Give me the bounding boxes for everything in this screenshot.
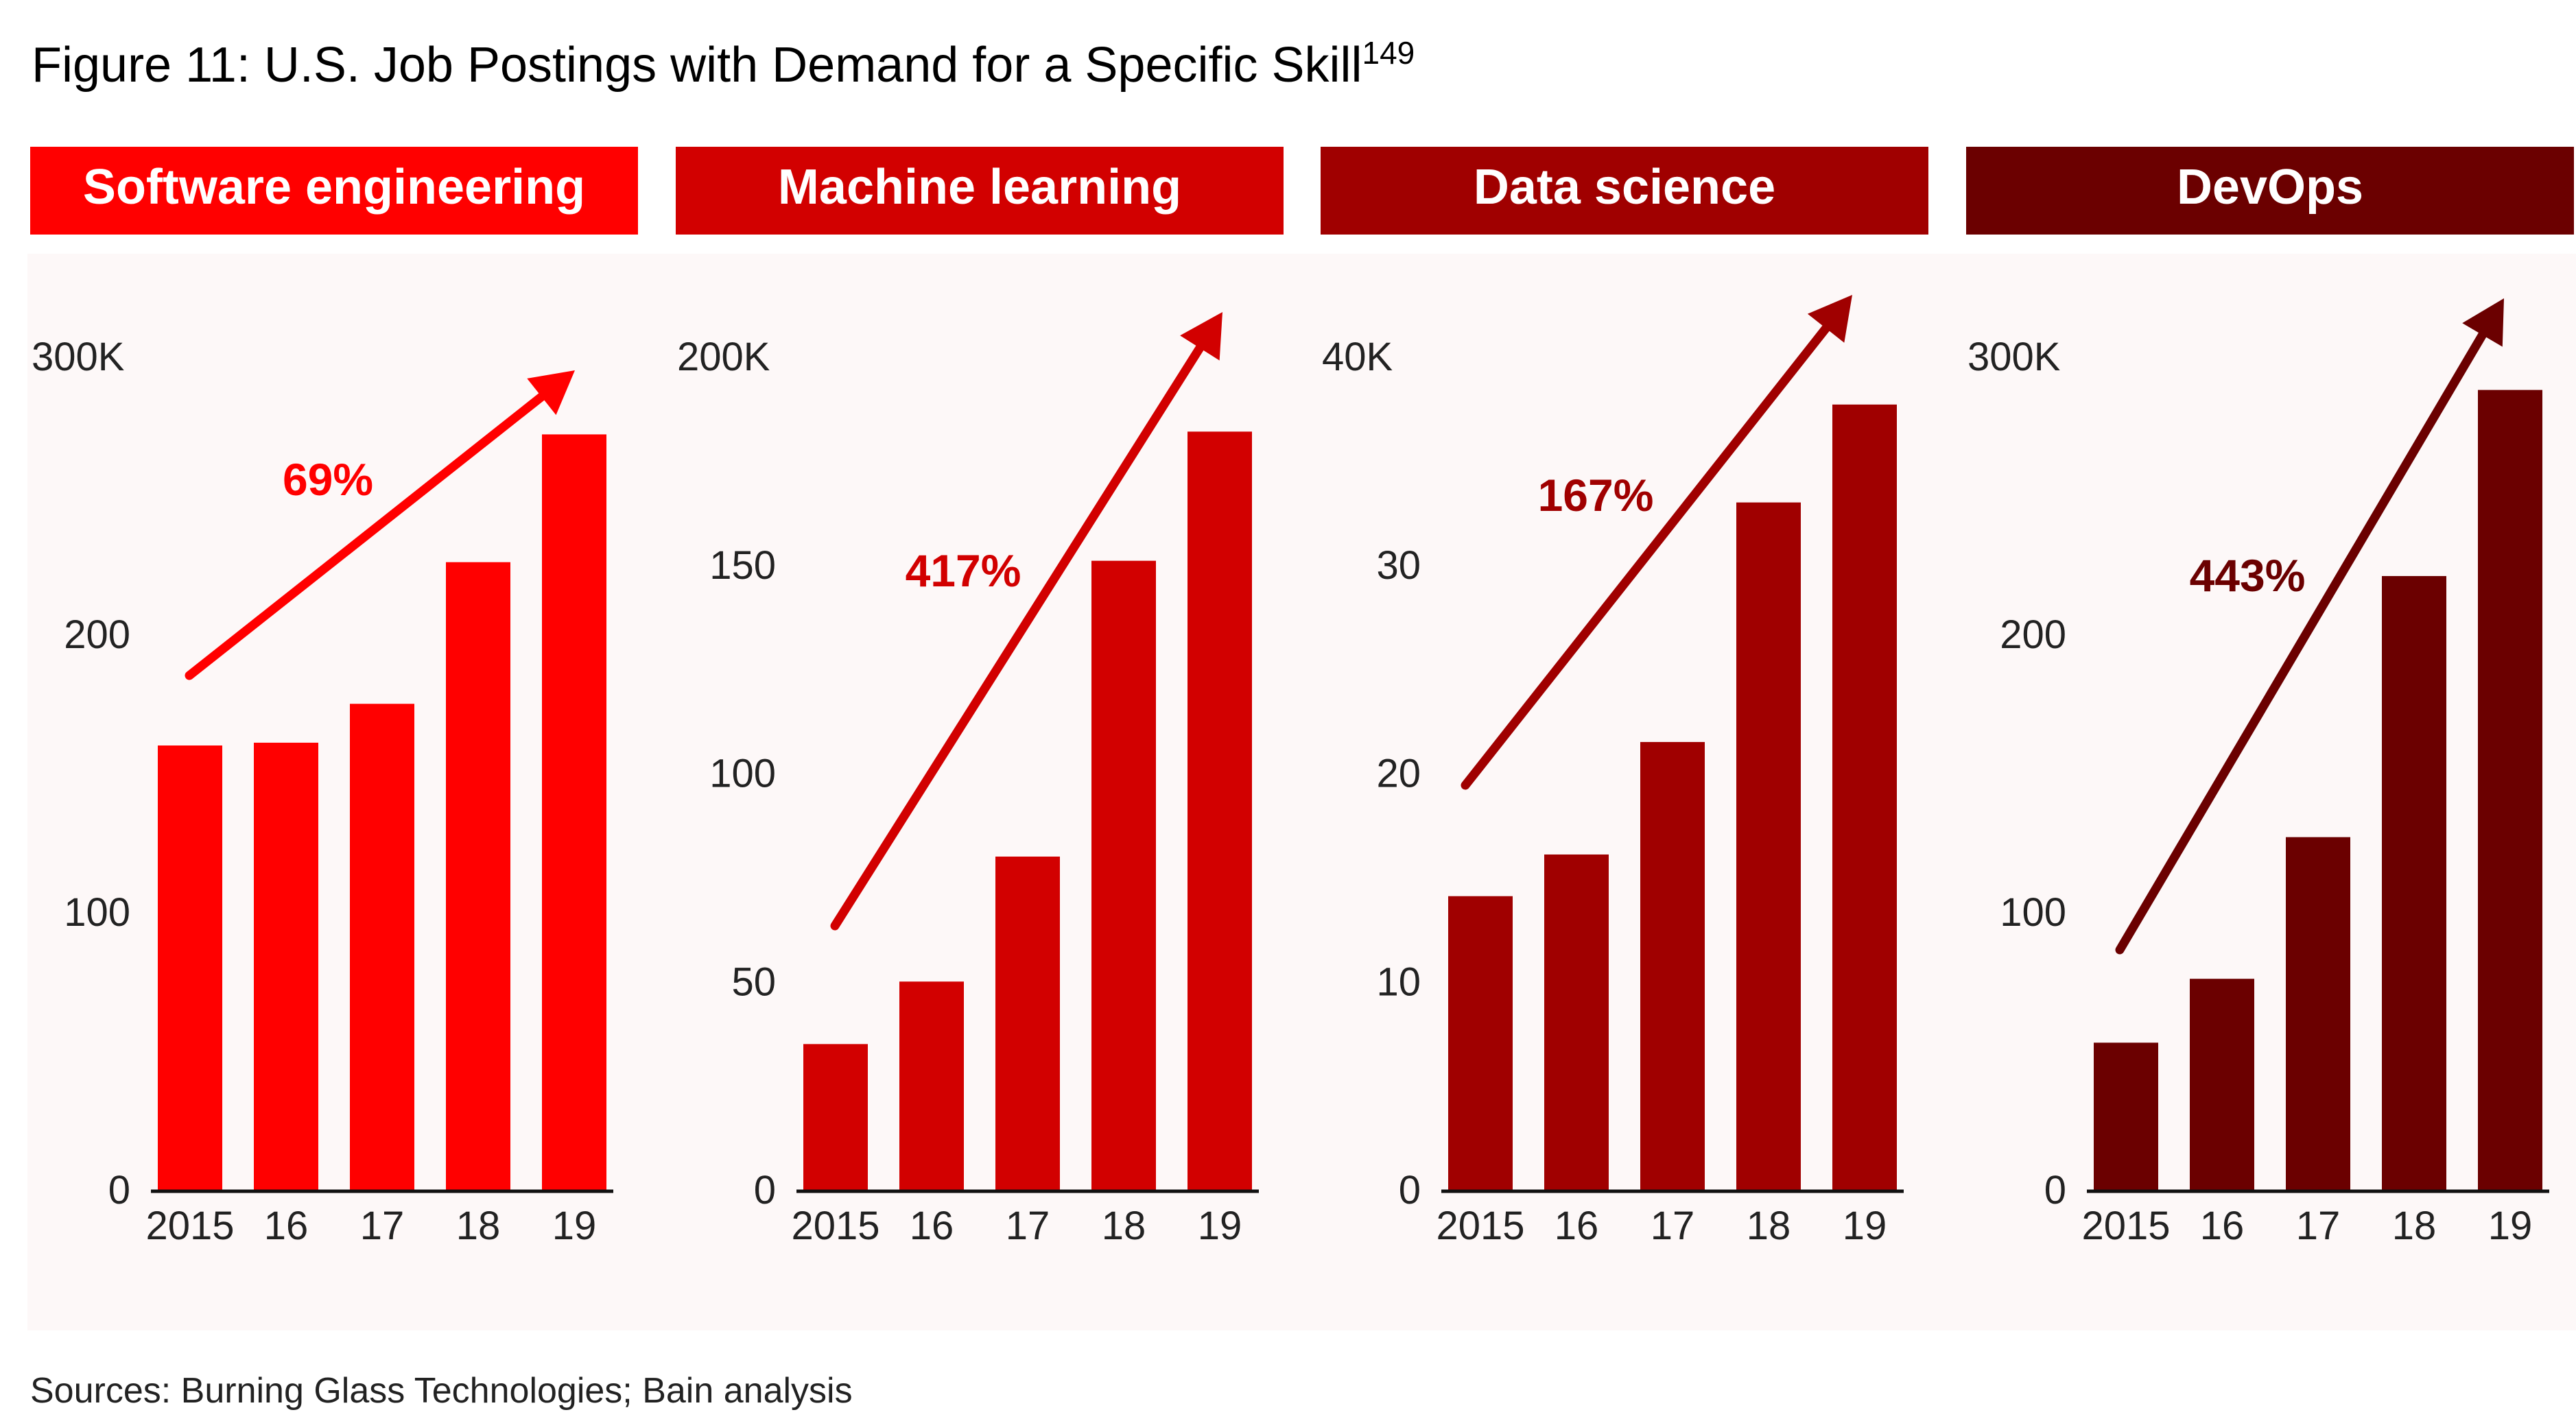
y-tick-label-devops: 200 (2000, 612, 2066, 657)
x-tick-label-devops: 18 (2392, 1204, 2437, 1248)
y-tick-label-data-science: 20 (1376, 752, 1421, 796)
y-tick-label-devops: 100 (2000, 890, 2066, 935)
page-title: Figure 11: U.S. Job Postings with Demand… (32, 15, 1415, 103)
x-tick-label-devops: 19 (2488, 1204, 2533, 1248)
panel-title-machine-learning: Machine learning (778, 160, 1181, 215)
panel-title-data-science: Data science (1474, 160, 1775, 215)
y-tick-label-machine-learning: 150 (709, 543, 776, 588)
bar-devops-16 (2190, 979, 2254, 1190)
page-title-text: Figure 11: U.S. Job Postings with Demand… (32, 38, 1362, 93)
x-tick-label-machine-learning: 17 (1006, 1204, 1050, 1248)
growth-arrow-head-devops (2462, 298, 2504, 347)
x-tick-label-machine-learning: 16 (910, 1204, 954, 1248)
x-tick-label-data-science: 18 (1747, 1204, 1791, 1248)
bar-machine-learning-2015 (803, 1044, 868, 1190)
x-tick-label-devops: 17 (2296, 1204, 2341, 1248)
growth-annotation-software-engineering: 69% (283, 454, 373, 505)
growth-arrow-machine-learning (830, 343, 1205, 931)
x-tick-label-data-science: 19 (1843, 1204, 1887, 1248)
bar-data-science-17 (1640, 741, 1705, 1190)
bar-data-science-16 (1544, 854, 1609, 1190)
x-tick-label-machine-learning: 18 (1102, 1204, 1146, 1248)
footnote-marker: 149 (1362, 35, 1415, 71)
y-tick-label-machine-learning: 200K (677, 335, 770, 379)
growth-arrow-head-software-engineering (527, 370, 575, 416)
bar-software-engineering-18 (446, 562, 510, 1190)
bar-data-science-2015 (1448, 896, 1513, 1190)
bar-devops-17 (2286, 837, 2350, 1190)
panel-title-software-engineering: Software engineering (83, 160, 585, 215)
x-tick-label-devops: 2015 (2081, 1204, 2170, 1248)
growth-arrow-head-data-science (1807, 295, 1852, 343)
bar-software-engineering-19 (542, 434, 606, 1190)
panel-header-devops (1966, 147, 2574, 235)
x-tick-label-software-engineering: 18 (456, 1204, 501, 1248)
y-tick-label-software-engineering: 200 (64, 612, 130, 657)
x-tick-label-software-engineering: 2015 (145, 1204, 234, 1248)
x-tick-label-software-engineering: 16 (264, 1204, 309, 1248)
sources-note: Sources: Burning Glass Technologies; Bai… (30, 1371, 853, 1411)
y-tick-label-software-engineering: 300K (32, 335, 125, 379)
bar-devops-2015 (2094, 1042, 2158, 1190)
y-tick-label-data-science: 10 (1376, 959, 1421, 1004)
x-tick-label-devops: 16 (2200, 1204, 2245, 1248)
bar-data-science-19 (1832, 404, 1897, 1190)
growth-annotation-devops: 443% (2190, 550, 2306, 601)
x-tick-label-data-science: 16 (1555, 1204, 1599, 1248)
panel-header-software-engineering (30, 147, 638, 235)
y-tick-label-machine-learning: 100 (709, 752, 776, 796)
x-tick-label-software-engineering: 17 (360, 1204, 405, 1248)
growth-arrow-data-science (1461, 324, 1831, 790)
x-tick-label-machine-learning: 2015 (791, 1204, 879, 1248)
y-tick-label-data-science: 0 (1399, 1168, 1421, 1213)
x-tick-label-data-science: 17 (1651, 1204, 1695, 1248)
y-tick-label-machine-learning: 50 (731, 959, 776, 1004)
growth-annotation-data-science: 167% (1538, 470, 1654, 521)
bar-software-engineering-16 (254, 742, 318, 1190)
growth-annotation-machine-learning: 417% (906, 545, 1021, 596)
bar-data-science-18 (1736, 502, 1801, 1190)
y-tick-label-devops: 300K (1968, 335, 2061, 379)
growth-arrow-software-engineering (185, 392, 546, 680)
panel-header-machine-learning (676, 147, 1284, 235)
y-tick-label-software-engineering: 0 (108, 1168, 130, 1213)
y-tick-label-software-engineering: 100 (64, 890, 130, 935)
bar-machine-learning-17 (995, 857, 1060, 1190)
bar-machine-learning-18 (1091, 560, 1156, 1190)
bar-machine-learning-19 (1187, 431, 1252, 1190)
y-tick-label-devops: 0 (2044, 1168, 2066, 1213)
growth-arrow-head-machine-learning (1180, 312, 1222, 361)
x-tick-label-machine-learning: 19 (1198, 1204, 1242, 1248)
y-tick-label-data-science: 30 (1376, 543, 1421, 588)
panel-header-data-science (1321, 147, 1928, 235)
x-tick-label-data-science: 2015 (1436, 1204, 1524, 1248)
panel-title-devops: DevOps (2177, 160, 2363, 215)
y-tick-label-machine-learning: 0 (754, 1168, 776, 1213)
x-tick-label-software-engineering: 19 (552, 1204, 597, 1248)
bar-machine-learning-16 (899, 981, 964, 1190)
bar-software-engineering-2015 (158, 745, 222, 1190)
bar-devops-18 (2382, 575, 2446, 1190)
bar-software-engineering-17 (350, 704, 414, 1190)
y-tick-label-data-science: 40K (1322, 335, 1393, 379)
bar-devops-19 (2478, 390, 2542, 1190)
growth-arrow-devops (2115, 330, 2488, 955)
